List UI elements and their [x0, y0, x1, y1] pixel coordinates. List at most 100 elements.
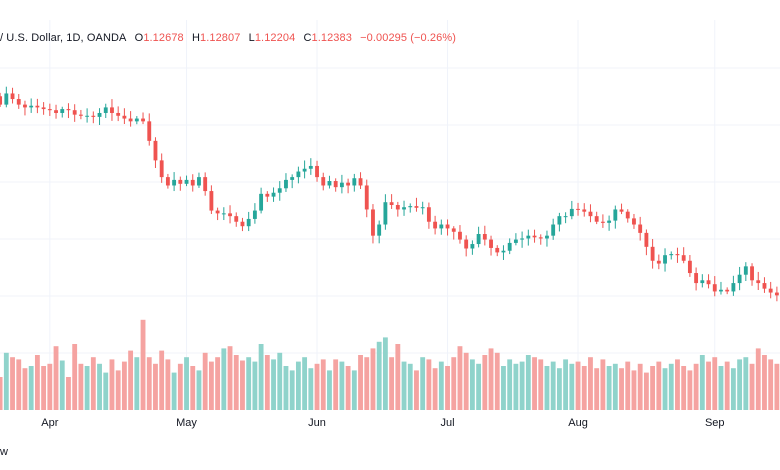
- volume-bar: [706, 361, 711, 410]
- candle: [302, 160, 307, 179]
- candle-body: [197, 177, 201, 186]
- candle: [60, 106, 65, 118]
- candle-body: [110, 107, 114, 113]
- candle-body: [141, 118, 145, 122]
- candle: [694, 267, 699, 291]
- candle: [669, 251, 674, 260]
- volume-bar: [550, 361, 556, 410]
- volume-bar: [407, 363, 413, 410]
- candle: [731, 275, 736, 296]
- candle-body: [234, 216, 239, 222]
- candle: [97, 108, 102, 125]
- volume-bar: [451, 357, 457, 410]
- volume-bar: [121, 361, 127, 410]
- candle: [110, 99, 114, 121]
- volume-bar: [581, 366, 587, 410]
- candle-body: [433, 221, 438, 229]
- candle-body: [545, 235, 549, 239]
- candle: [625, 209, 630, 223]
- candle: [4, 86, 9, 108]
- volume-bar: [532, 357, 537, 410]
- candle-body: [346, 182, 351, 186]
- volume-bar: [376, 341, 382, 410]
- volume-bar: [53, 346, 59, 410]
- candle-body: [122, 115, 127, 119]
- candle: [259, 187, 264, 214]
- candle: [501, 245, 506, 260]
- candle-body: [339, 182, 344, 188]
- volume-bar: [233, 355, 239, 410]
- candle: [277, 181, 282, 201]
- candle-body: [259, 193, 264, 211]
- candle: [756, 271, 761, 290]
- candle: [377, 220, 382, 244]
- candle-body: [377, 224, 382, 236]
- volume-bar: [668, 363, 674, 410]
- candle-body: [414, 206, 419, 208]
- volume-bar: [258, 344, 264, 410]
- candle-body: [16, 99, 21, 105]
- volume-bar: [519, 361, 525, 410]
- volume-bar: [345, 366, 351, 410]
- volume-bar: [72, 344, 78, 410]
- volume-bar: [153, 363, 158, 410]
- candle: [271, 187, 276, 202]
- candle-body: [551, 224, 556, 236]
- candle: [520, 231, 525, 248]
- candle: [712, 276, 717, 297]
- candle: [389, 194, 394, 209]
- candle: [569, 200, 574, 220]
- candle-body: [97, 112, 102, 117]
- candle: [103, 103, 108, 119]
- symbol-legend: / U.S. Dollar, 1D, OANDA O1.12678 H1.128…: [0, 32, 456, 48]
- volume-bar: [28, 366, 34, 410]
- candle: [750, 263, 754, 286]
- candle-body: [464, 239, 469, 249]
- candle-body: [756, 280, 761, 284]
- candle-body: [252, 210, 257, 219]
- volume-bar: [699, 355, 705, 410]
- volume-bar: [463, 352, 469, 410]
- candle-body: [4, 93, 9, 105]
- volume-bar: [264, 355, 270, 410]
- candle: [122, 108, 127, 125]
- x-tick-label: Apr: [41, 417, 59, 429]
- open-value: 1.12678: [143, 32, 184, 44]
- candle: [178, 176, 183, 191]
- candle-body: [638, 224, 643, 233]
- candle: [383, 194, 388, 230]
- candle: [725, 287, 730, 295]
- volume-bar: [308, 368, 314, 410]
- candle-body: [85, 115, 90, 117]
- candle: [464, 235, 469, 257]
- volume-bar: [600, 359, 606, 410]
- volume-bar: [730, 368, 736, 410]
- candle: [613, 205, 618, 229]
- candle: [408, 203, 413, 213]
- volume-bar: [494, 352, 500, 410]
- volume-bar: [755, 348, 761, 410]
- candle-body: [594, 216, 599, 222]
- volume-bar: [712, 357, 718, 410]
- candle: [719, 281, 723, 295]
- candle-body: [470, 244, 475, 249]
- candle: [66, 103, 71, 119]
- volume-bar: [246, 357, 252, 410]
- candle: [252, 203, 257, 224]
- candle: [265, 191, 270, 202]
- candle: [16, 94, 21, 109]
- volume-bar: [637, 363, 643, 410]
- candle: [458, 225, 462, 244]
- candle-body: [128, 118, 133, 122]
- candle-body: [103, 107, 108, 113]
- candle-body: [725, 289, 730, 292]
- candle: [284, 173, 288, 192]
- volume-bar: [252, 361, 258, 410]
- candle-body: [445, 224, 450, 229]
- candle: [470, 240, 475, 255]
- volume-bar: [165, 359, 171, 410]
- candle: [656, 254, 661, 270]
- volume-bar: [525, 355, 531, 410]
